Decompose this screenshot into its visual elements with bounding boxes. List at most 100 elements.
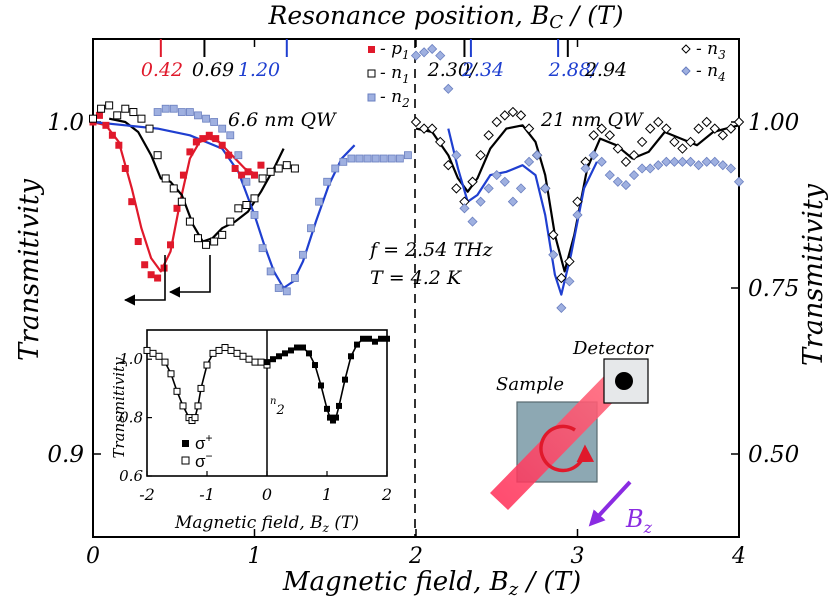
data-point-n2 xyxy=(282,287,291,296)
data-point-n2 xyxy=(234,151,243,160)
inset-point-sigma_minus xyxy=(233,349,241,357)
data-point-n3 xyxy=(499,110,511,121)
data-point-n3 xyxy=(685,136,696,148)
data-point-p1 xyxy=(134,238,142,246)
fit-line-n3 xyxy=(415,124,740,273)
data-point-n1 xyxy=(290,164,299,173)
data-point-n2 xyxy=(250,211,259,219)
data-point-n3 xyxy=(426,123,438,134)
data-point-n1 xyxy=(145,124,154,133)
data-point-n3 xyxy=(596,123,607,134)
data-point-p1 xyxy=(192,138,200,146)
data-point-n4 xyxy=(645,163,656,174)
inset-data-points xyxy=(143,335,390,425)
inset-point-sigma_plus xyxy=(264,359,270,366)
data-point-n3 xyxy=(725,123,737,134)
data-point-n4 xyxy=(572,209,583,221)
inset-point-sigma_minus xyxy=(209,349,217,357)
data-point-p1 xyxy=(231,164,239,172)
data-point-n1 xyxy=(121,104,130,113)
data-point-n4 xyxy=(540,183,551,194)
data-point-n4 xyxy=(637,163,648,174)
data-point-n3 xyxy=(548,229,559,241)
data-point-n2 xyxy=(395,154,404,163)
legend-marker-n4 xyxy=(681,66,691,76)
data-point-n4 xyxy=(628,170,640,181)
data-point-n1 xyxy=(210,237,219,246)
data-point-n2 xyxy=(387,154,396,163)
data-point-n2 xyxy=(177,108,186,116)
data-point-n1 xyxy=(153,151,162,160)
inset-point-sigma_minus xyxy=(167,370,175,378)
data-point-n2 xyxy=(242,177,251,186)
data-point-n4 xyxy=(475,196,486,207)
data-point-n1 xyxy=(234,204,243,213)
data-point-n4 xyxy=(580,163,591,174)
legend: - p1 - n1 - n2 - n3 - n4 xyxy=(367,39,726,110)
legend-marker-n1 xyxy=(367,69,376,78)
legend-marker-n3 xyxy=(681,44,691,54)
data-point-n4 xyxy=(653,160,664,171)
data-point-n3 xyxy=(515,110,527,121)
data-point-n4 xyxy=(419,47,430,58)
data-point-n4 xyxy=(410,50,422,61)
inset-point-sigma_plus xyxy=(318,382,324,389)
inset-point-sigma_plus xyxy=(360,335,366,342)
data-point-n2 xyxy=(194,111,202,120)
data-point-n4 xyxy=(491,170,502,181)
data-point-p1 xyxy=(225,151,233,159)
x-tick-label: 0 xyxy=(86,544,100,569)
data-point-p1 xyxy=(95,111,103,119)
inset-point-sigma_plus xyxy=(372,338,378,345)
data-point-n2 xyxy=(161,104,170,113)
data-point-n1 xyxy=(250,194,259,203)
inset-y-tick-label: 0.6 xyxy=(119,467,143,485)
data-point-p1 xyxy=(251,171,258,179)
inset-plot: -2 -1 0 1 2 0.6 0.8 1.0 Transmitivity Magnetic … xyxy=(110,329,392,535)
field-arrow-icon xyxy=(588,480,632,527)
data-point-p1 xyxy=(212,135,220,143)
legend-marker-p1 xyxy=(368,46,375,53)
inset-point-sigma_minus xyxy=(161,358,169,366)
data-point-p1 xyxy=(154,274,162,282)
resonance-label: 2.34 xyxy=(461,59,504,81)
y-tick-label-left: 1.0 xyxy=(47,110,84,136)
annotation-qw-right: 21 nm QW xyxy=(540,109,644,131)
data-point-p1 xyxy=(238,171,246,179)
data-point-p1 xyxy=(199,135,207,143)
data-point-n1 xyxy=(177,197,186,206)
data-point-n1 xyxy=(129,108,138,117)
data-point-n4 xyxy=(596,156,607,167)
data-point-n4 xyxy=(427,43,438,55)
x-tick-label: 1 xyxy=(248,544,262,569)
data-point-n4 xyxy=(564,276,575,287)
resonance-label: 0.69 xyxy=(192,59,234,81)
inset-axis-ticks: -2 -1 0 1 2 0.6 0.8 1.0 xyxy=(119,330,392,504)
inset-point-sigma_minus xyxy=(197,384,205,392)
data-point-n2 xyxy=(226,131,235,140)
data-point-n1 xyxy=(193,234,202,243)
data-point-n2 xyxy=(153,108,162,116)
data-point-n3 xyxy=(588,130,599,141)
inset-point-sigma_plus xyxy=(336,402,342,409)
inset-point-sigma_plus xyxy=(354,341,360,348)
data-point-n1 xyxy=(97,104,106,113)
data-point-n2 xyxy=(274,284,283,292)
data-point-n2 xyxy=(404,151,412,160)
inset-point-sigma_minus xyxy=(203,361,211,369)
inset-legend-marker-sigma-minus xyxy=(181,456,190,465)
inset-x-tick-label: 0 xyxy=(262,485,272,504)
data-point-p1 xyxy=(167,241,175,249)
data-point-n3 xyxy=(677,143,688,154)
inset-point-sigma_plus xyxy=(300,344,306,351)
data-point-n4 xyxy=(661,156,672,167)
setup-schematic: Detector Sample Bz xyxy=(490,338,654,537)
inset-point-sigma_minus xyxy=(149,349,157,357)
data-point-n3 xyxy=(410,116,422,128)
inset-point-sigma_plus xyxy=(348,353,354,360)
data-point-n3 xyxy=(653,116,664,128)
inset-point-sigma_plus xyxy=(306,350,312,357)
data-point-n2 xyxy=(379,154,388,163)
data-point-n1 xyxy=(161,174,170,183)
